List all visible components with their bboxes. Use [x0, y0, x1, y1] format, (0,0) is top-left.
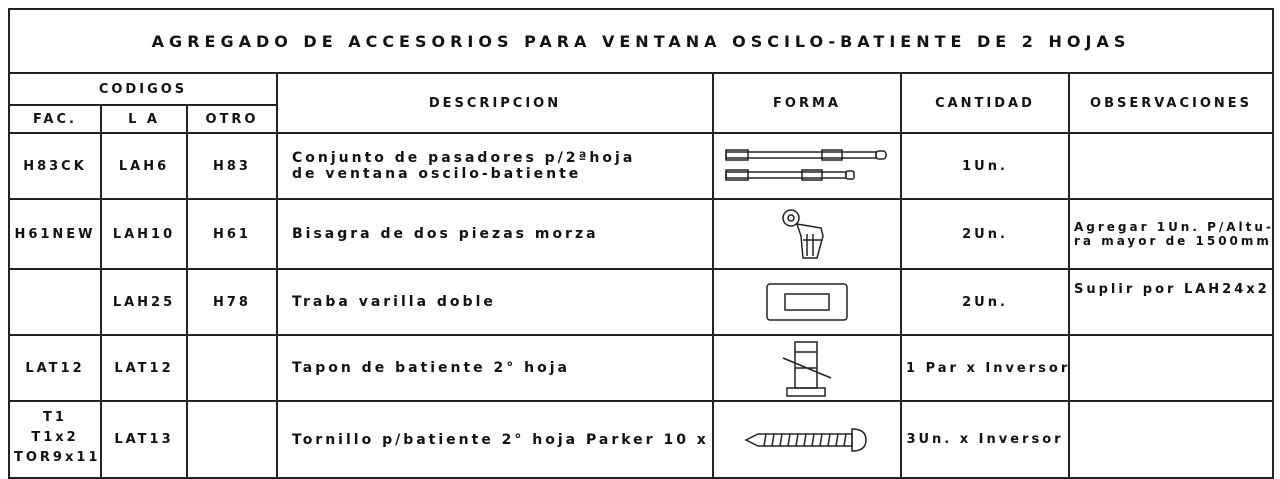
text: T1 — [43, 410, 67, 425]
header-cell: L A — [100, 104, 188, 134]
icon-tapon — [782, 341, 832, 397]
cell: 1 Par x Inversor — [900, 334, 1070, 402]
icon-bisagra — [782, 209, 824, 259]
header-cell: OTRO — [186, 104, 278, 134]
cell: H61NEW — [8, 198, 102, 270]
cell: Conjunto de pasadores p/2ªhoja de ventana… — [276, 132, 714, 200]
cell: LAH10 — [100, 198, 188, 270]
cell: LAH25 — [100, 268, 188, 336]
text: Traba varilla doble — [292, 294, 496, 310]
cell — [712, 334, 902, 402]
cell: LAT12 — [8, 334, 102, 402]
cell: LAT12 — [100, 334, 188, 402]
cell — [186, 334, 278, 402]
cell — [1067, 132, 1275, 200]
cell: T1 T1x2 TOR9x112 — [8, 400, 102, 479]
cell: 2Un. — [900, 198, 1070, 270]
header-cell: CANTIDAD — [900, 72, 1070, 134]
title: AGREGADO DE ACCESORIOS PARA VENTANA OSCI… — [7, 8, 1275, 74]
cell — [712, 132, 902, 200]
cell: Suplir por LAH24x2 — [1067, 268, 1275, 336]
text: ra mayor de 1500mm — [1074, 234, 1272, 248]
cell: 3Un. x Inversor — [900, 400, 1070, 479]
header-cell: CODIGOS — [8, 72, 278, 106]
icon-pasadores — [725, 149, 887, 181]
text: Tapon de batiente 2° hoja — [292, 360, 570, 376]
text: T1x2 — [31, 430, 79, 445]
header-cell: FAC. — [8, 104, 102, 134]
cell: H61 — [186, 198, 278, 270]
cell: LAT13 — [100, 400, 188, 479]
cell: H78 — [186, 268, 278, 336]
cell: Traba varilla doble — [276, 268, 714, 336]
cell: 1Un. — [900, 132, 1070, 200]
cell: Agregar 1Un. P/Altu-ra mayor de 1500mm — [1067, 198, 1275, 270]
header-cell: OBSERVACIONES — [1067, 72, 1275, 134]
text: de ventana oscilo-batiente — [292, 166, 582, 182]
cell — [1067, 334, 1275, 402]
cell — [712, 268, 902, 336]
header-cell: DESCRIPCION — [276, 72, 714, 134]
cell: LAH6 — [100, 132, 188, 200]
text: Tornillo p/batiente 2° hoja Parker 10 x … — [292, 431, 711, 448]
text: Agregar 1Un. P/Altu- — [1074, 220, 1274, 234]
icon-tornillo — [744, 427, 867, 452]
cell — [1067, 400, 1275, 479]
cell — [712, 400, 902, 479]
text: Bisagra de dos piezas morza — [292, 226, 599, 242]
cell: H83 — [186, 132, 278, 200]
cell: H83CK — [8, 132, 102, 200]
icon-traba — [766, 283, 848, 321]
cell — [186, 400, 278, 479]
cell: 2Un. — [900, 268, 1070, 336]
text: TOR9x112 — [14, 450, 101, 465]
text: Suplir por LAH24x2 — [1074, 282, 1270, 297]
cell — [8, 268, 102, 336]
accessories-table: AGREGADO DE ACCESORIOS PARA VENTANA OSCI… — [7, 8, 1275, 479]
cell: Tapon de batiente 2° hoja — [276, 334, 714, 402]
header-cell: FORMA — [712, 72, 902, 134]
cell: Tornillo p/batiente 2° hoja Parker 10 x … — [276, 400, 714, 479]
cell: Bisagra de dos piezas morza — [276, 198, 714, 270]
cell — [712, 198, 902, 270]
text: Conjunto de pasadores p/2ªhoja — [292, 150, 636, 166]
